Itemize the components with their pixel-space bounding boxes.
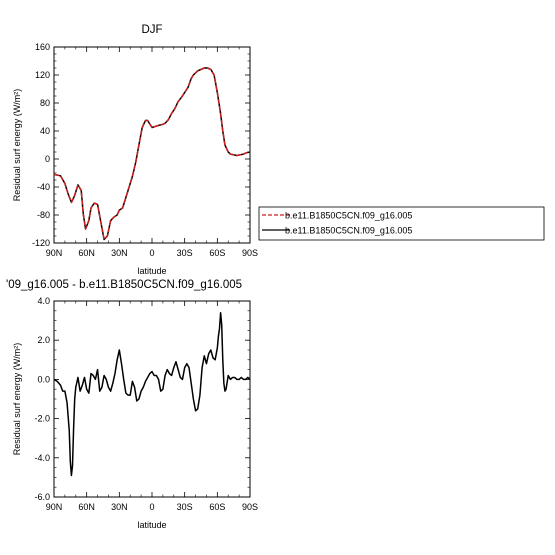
bottom-y-tick-label: -4.0 <box>34 453 50 463</box>
bottom-x-tick-label: 30S <box>177 502 193 512</box>
top-x-axis-label: latitude <box>137 266 166 276</box>
top-panel: DJF 90N 60N 30N 0 30S 60S 90S -120 -80 -40 0 40 80 1… <box>12 24 258 276</box>
legend-entry-2: b.e11.B1850C5CN.f09_g16.005 <box>285 226 412 236</box>
bottom-x-tick-label: 60S <box>209 502 225 512</box>
bottom-y-axis: -6.0 -4.0 -2.0 0.0 2.0 4.0 <box>34 296 250 502</box>
bottom-plot-frame <box>53 300 251 498</box>
bottom-y-tick-label: 0.0 <box>37 374 50 384</box>
top-x-tick-label: 30S <box>177 248 193 258</box>
bottom-x-tick-label: 90S <box>242 502 258 512</box>
top-y-tick-label: -120 <box>32 238 50 248</box>
bottom-y-tick-label: 4.0 <box>37 296 50 306</box>
bottom-x-tick-label: 30N <box>111 502 128 512</box>
top-chart-title: DJF <box>141 24 162 36</box>
bottom-y-tick-label: -2.0 <box>34 414 50 424</box>
top-series-lines <box>53 67 251 241</box>
top-y-tick-label: 80 <box>40 98 50 108</box>
bottom-y-axis-label: Residual surf energy (W/m²) <box>12 343 22 456</box>
bottom-y-tick-label: 2.0 <box>37 335 50 345</box>
bottom-x-axis-label: latitude <box>137 520 166 530</box>
bottom-y-tick-label: -6.0 <box>34 492 50 502</box>
top-x-tick-label: 0 <box>149 248 154 258</box>
bottom-x-tick-label: 60N <box>78 502 95 512</box>
top-y-tick-label: 40 <box>40 126 50 136</box>
bottom-x-tick-label: 0 <box>149 502 154 512</box>
legend-box <box>258 206 545 241</box>
bottom-chart-title: '09_g16.005 - b.e11.B1850C5CN.f09_g16.00… <box>6 279 242 291</box>
top-x-tick-label: 60S <box>209 248 225 258</box>
top-x-tick-label: 30N <box>111 248 128 258</box>
bottom-x-tick-label: 90N <box>46 502 63 512</box>
top-y-tick-label: 160 <box>35 42 50 52</box>
bottom-series-lines <box>53 312 251 477</box>
top-x-tick-label: 90S <box>242 248 258 258</box>
top-y-axis: -120 -80 -40 0 40 80 120 160 <box>32 42 250 248</box>
top-y-axis-label: Residual surf energy (W/m²) <box>12 89 22 202</box>
top-y-tick-label: -40 <box>37 182 50 192</box>
legend: b.e11.B1850C5CN.f09_g16.005 b.e11.B1850C… <box>258 206 545 241</box>
legend-entry-1: b.e11.B1850C5CN.f09_g16.005 <box>285 211 412 221</box>
top-y-tick-label: -80 <box>37 210 50 220</box>
top-x-axis: 90N 60N 30N 0 30S 60S 90S <box>46 47 258 258</box>
top-y-tick-label: 0 <box>45 154 50 164</box>
top-series-line-1 <box>53 67 251 241</box>
top-y-tick-label: 120 <box>35 70 50 80</box>
bottom-panel: '09_g16.005 - b.e11.B1850C5CN.f09_g16.00… <box>6 279 258 530</box>
bottom-x-axis: 90N 60N 30N 0 30S 60S 90S <box>46 301 258 512</box>
bottom-series-line-1 <box>53 312 251 477</box>
top-x-tick-label: 60N <box>78 248 95 258</box>
top-x-tick-label: 90N <box>46 248 63 258</box>
